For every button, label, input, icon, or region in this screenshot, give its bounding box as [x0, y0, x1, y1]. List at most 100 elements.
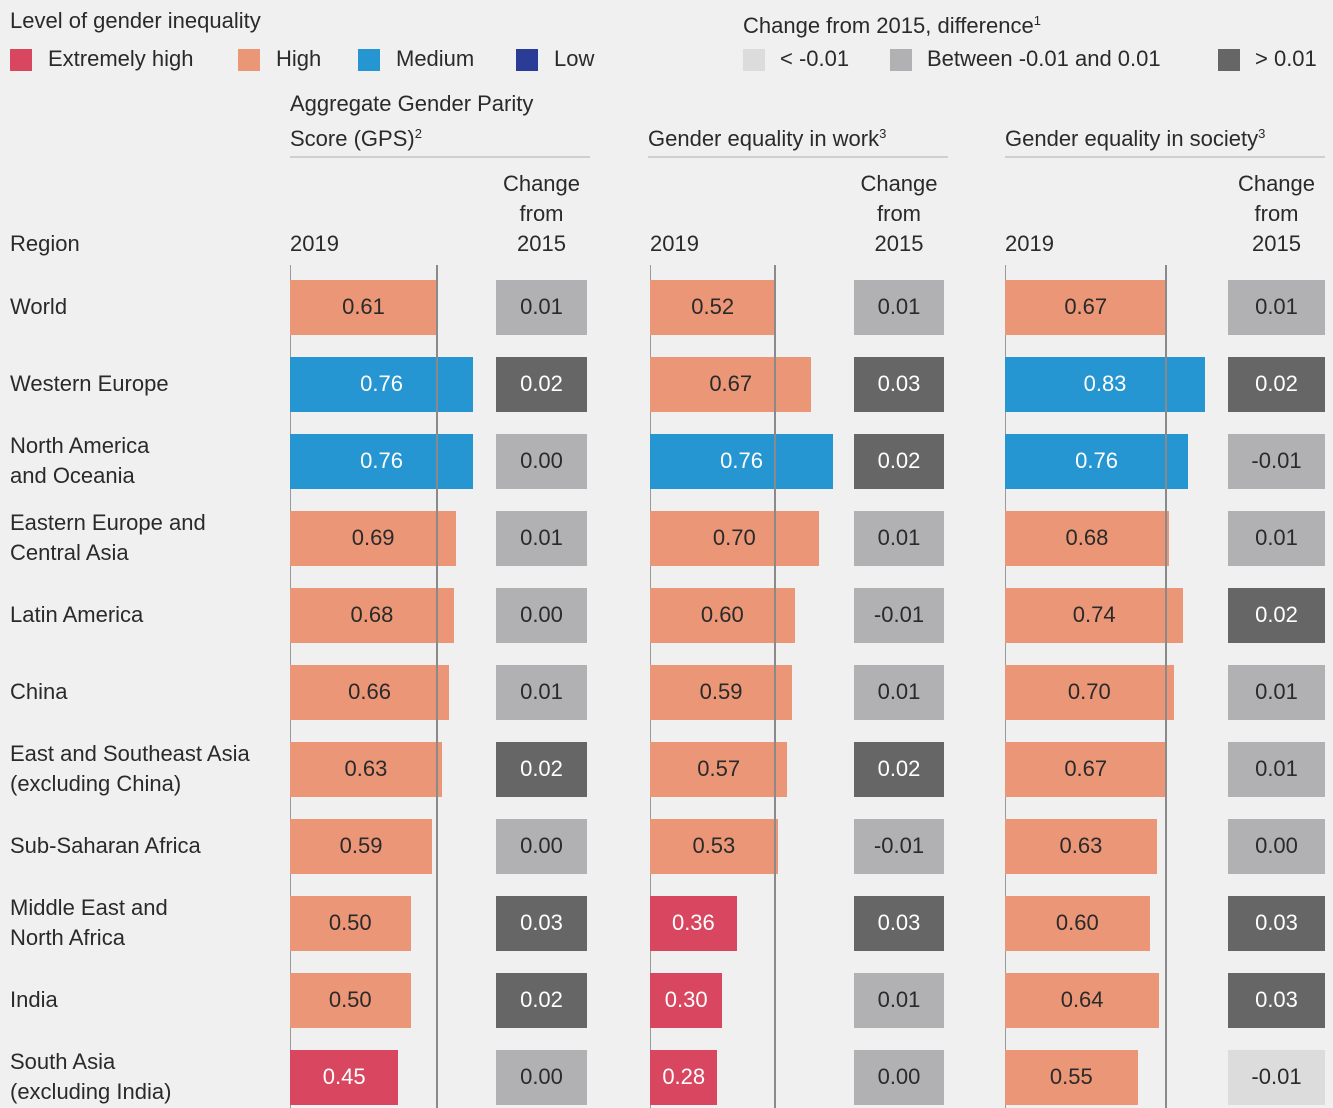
- bar: [1005, 741, 1167, 797]
- bar-label: 0.50: [328, 910, 372, 935]
- bar: [1005, 433, 1189, 489]
- legend-label: Between -0.01 and 0.01: [927, 46, 1161, 71]
- bar: [1005, 510, 1169, 566]
- change-box: 0.01: [1228, 510, 1325, 566]
- legend-swatch: [516, 49, 538, 71]
- change-box: 0.02: [496, 972, 587, 1028]
- bar-label: 0.68: [1065, 525, 1109, 550]
- change-box: 0.03: [854, 895, 944, 951]
- panel-title: Aggregate Gender Parity Score (GPS)2: [290, 89, 533, 154]
- bar: [290, 1049, 399, 1105]
- footnote: 3: [879, 126, 887, 141]
- bar-label: 0.60: [700, 602, 744, 627]
- region-label: East and Southeast Asia (excluding China…: [10, 741, 250, 796]
- bar: [290, 972, 411, 1028]
- change-box: 0.02: [496, 741, 587, 797]
- change-box: 0.02: [854, 433, 944, 489]
- header-rule: [1005, 156, 1325, 158]
- bar-label: 0.61: [342, 294, 385, 319]
- panel-title: Gender equality in society3: [1005, 119, 1265, 154]
- bar-label: 0.66: [348, 679, 391, 704]
- bar-label: 0.63: [1059, 833, 1103, 858]
- bar: [650, 741, 788, 797]
- region-label: South Asia (excluding India): [10, 1049, 172, 1104]
- region-label: Eastern Europe and Central Asia: [10, 510, 206, 565]
- change-box: 0.02: [1228, 587, 1325, 643]
- legend-swatch: [743, 49, 765, 71]
- bar-label: 0.76: [720, 448, 763, 473]
- change-box: 0.02: [854, 741, 944, 797]
- panel-title-text: Aggregate Gender Parity Score (GPS): [290, 91, 534, 151]
- bar-label: 0.64: [1060, 987, 1104, 1012]
- bar: [290, 818, 433, 874]
- bar-label: 0.50: [328, 987, 372, 1012]
- change-header: Change from 2015: [1237, 171, 1316, 256]
- bar-label: 0.67: [709, 371, 753, 396]
- header-rule: [290, 156, 590, 158]
- legend-swatch: [890, 49, 912, 71]
- change-box: 0.00: [496, 587, 587, 643]
- footnote: 2: [414, 126, 422, 141]
- footnote: 3: [1258, 126, 1266, 141]
- change-box: 0.01: [496, 510, 587, 566]
- panel-title: Gender equality in work3: [648, 119, 886, 154]
- legend-label: < -0.01: [780, 46, 850, 71]
- region-label: China: [10, 679, 68, 704]
- change-box: -0.01: [854, 818, 944, 874]
- bar: [290, 587, 454, 643]
- legend-title: Level of gender inequality: [10, 8, 261, 33]
- bar: [650, 279, 776, 335]
- bar: [650, 587, 795, 643]
- panel-title-text: Gender equality in society: [1005, 126, 1259, 151]
- bar-label: 0.53: [692, 833, 736, 858]
- reference-line: [1165, 265, 1168, 1108]
- bar-label: 0.70: [1067, 679, 1111, 704]
- bar: [1005, 356, 1206, 412]
- change-box: 0.03: [496, 895, 587, 951]
- bar: [650, 972, 723, 1028]
- bar: [1005, 279, 1167, 335]
- bar: [290, 279, 437, 335]
- change-box: 0.00: [496, 1049, 587, 1105]
- change-box: 0.01: [854, 972, 944, 1028]
- bar-label: 0.59: [699, 679, 743, 704]
- header-rule: [648, 156, 948, 158]
- change-box: -0.01: [854, 587, 944, 643]
- bar: [650, 664, 793, 720]
- bar-label: 0.68: [350, 602, 394, 627]
- bar: [650, 356, 812, 412]
- legend-title-text: Change from 2015, difference: [743, 13, 1034, 38]
- change-header: Change from 2015: [860, 171, 938, 256]
- change-box: 0.00: [496, 818, 587, 874]
- bar: [1005, 587, 1184, 643]
- legend-swatch: [1218, 49, 1240, 71]
- bar-label: 0.45: [322, 1064, 366, 1089]
- change-box: 0.01: [1228, 279, 1325, 335]
- bar-label: 0.63: [344, 756, 388, 781]
- bar-label: 0.60: [1055, 910, 1099, 935]
- reference-line: [436, 265, 438, 1108]
- bar: [650, 895, 737, 951]
- value-header: 2019: [1005, 231, 1054, 256]
- bar: [290, 433, 474, 489]
- bar: [290, 510, 457, 566]
- bar: [290, 664, 450, 720]
- change-box: 0.02: [1228, 356, 1325, 412]
- bar: [1005, 664, 1174, 720]
- bar-label: 0.67: [1064, 756, 1108, 781]
- bar-label: 0.52: [691, 294, 735, 319]
- region-label: Middle East and North Africa: [10, 895, 168, 950]
- bar: [290, 895, 411, 951]
- legend-label: > 0.01: [1255, 46, 1317, 71]
- bar: [650, 510, 819, 566]
- bar-label: 0.67: [1064, 294, 1108, 319]
- legend-swatch: [238, 49, 260, 71]
- legend-swatch: [10, 49, 32, 71]
- bar: [290, 356, 474, 412]
- bar: [1005, 818, 1157, 874]
- bar-label: 0.76: [360, 371, 403, 396]
- change-box: 0.01: [854, 279, 944, 335]
- bar-label: 0.69: [351, 525, 395, 550]
- change-box: 0.01: [496, 279, 587, 335]
